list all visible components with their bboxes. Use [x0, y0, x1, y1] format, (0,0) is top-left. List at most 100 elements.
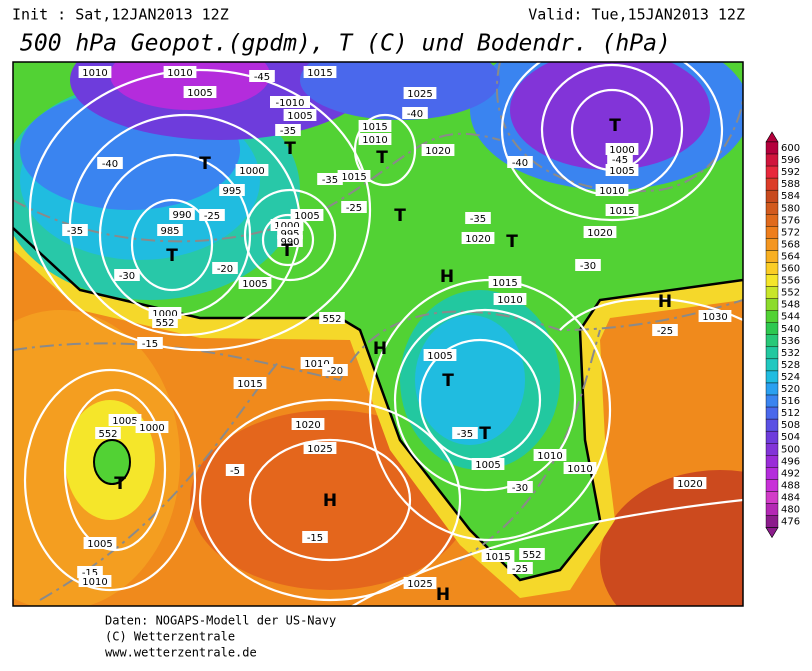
- label-box: [290, 209, 324, 221]
- pressure-center: H: [436, 585, 450, 605]
- label-box: [652, 324, 678, 336]
- isobar: [130, 198, 214, 292]
- colorbar-label: 576: [781, 215, 800, 226]
- colorbar-label: 516: [781, 396, 800, 407]
- contour-label: -35: [457, 429, 473, 440]
- label-box: [199, 209, 225, 221]
- label-box: [291, 418, 325, 430]
- label-box: [421, 144, 455, 156]
- colorbar-label: 580: [781, 203, 800, 214]
- colorbar-cell: [765, 153, 779, 167]
- contour-label: 1010: [599, 186, 624, 197]
- colorbar-cell: [765, 165, 779, 179]
- pressure-center: T: [609, 116, 621, 136]
- contour-label: 552: [98, 429, 117, 440]
- isobar: [261, 213, 315, 267]
- colorbar-label: 512: [781, 408, 800, 419]
- contour-label: 990: [280, 237, 299, 248]
- contour-label: 1015: [341, 172, 366, 183]
- pressure-center: T: [394, 206, 406, 226]
- colorbar-cell: [765, 226, 779, 239]
- label-box: [163, 66, 197, 78]
- contour-label: -40: [512, 158, 528, 169]
- colorbar-cell: [765, 358, 779, 372]
- colorbar-label: 588: [781, 179, 800, 190]
- label-box: [605, 164, 639, 176]
- label-box: [575, 259, 601, 271]
- contour-label: 1010: [82, 577, 107, 588]
- contour-label: -25: [657, 326, 673, 337]
- label-box: [605, 143, 639, 155]
- label-box: [461, 232, 495, 244]
- colorbar-label: 484: [781, 492, 800, 503]
- contour-label: 985: [160, 226, 179, 237]
- colorbar-cell: [765, 382, 779, 396]
- contour-label: 1020: [587, 228, 612, 239]
- label-box: [452, 427, 478, 439]
- contour-label: 1005: [294, 211, 319, 222]
- contour-label: 1015: [485, 552, 510, 563]
- label-box: [605, 204, 639, 216]
- label-box: [471, 458, 505, 470]
- colorbar-label: 488: [781, 480, 800, 491]
- contour-label: -30: [119, 271, 135, 282]
- colorbar-cell: [765, 141, 779, 155]
- colorbar: 6005965925885845805765725685645605565525…: [765, 131, 800, 539]
- colorbar-label: 540: [781, 324, 800, 335]
- contour-label: -20: [217, 264, 233, 275]
- contour-label: 1000: [609, 145, 634, 156]
- contour-label: -30: [512, 483, 528, 494]
- colorbar-label: 532: [781, 348, 800, 359]
- isotherm: [13, 299, 743, 382]
- colorbar-cell: [765, 346, 779, 360]
- contour-label: 1025: [407, 89, 432, 100]
- pressure-center: T: [506, 232, 518, 252]
- colorbar-label: 536: [781, 336, 800, 347]
- isobar: [243, 188, 337, 282]
- label-box: [108, 414, 142, 426]
- colorbar-end: [765, 131, 779, 143]
- contour-label: 995: [280, 229, 299, 240]
- label-box: [270, 96, 310, 108]
- label-box: [563, 462, 597, 474]
- label-box: [465, 212, 491, 224]
- valid-time: Valid: Tue,15JAN2013 12Z: [528, 6, 745, 24]
- contour-label: -25: [204, 211, 220, 222]
- contour-label: -15: [82, 568, 98, 579]
- pressure-center: H: [323, 491, 337, 511]
- label-box: [507, 562, 533, 574]
- contour-label: 1005: [87, 539, 112, 550]
- colorbar-label: 544: [781, 312, 800, 323]
- colorbar-cell: [765, 515, 779, 528]
- label-box: [97, 157, 123, 169]
- label-box: [183, 86, 217, 98]
- label-box: [358, 133, 392, 145]
- label-box: [583, 226, 617, 238]
- colorbar-cell: [765, 177, 779, 191]
- colorbar-cell: [765, 286, 779, 299]
- label-box: [337, 170, 371, 182]
- label-box: [403, 87, 437, 99]
- colorbar-cell: [765, 406, 779, 420]
- colorbar-cell: [765, 262, 779, 275]
- isobar: [28, 68, 372, 352]
- label-box: [275, 124, 301, 136]
- contour-label: 1000: [274, 221, 299, 232]
- pressure-center: T: [166, 246, 178, 266]
- contour-label: 1005: [112, 416, 137, 427]
- contour-label: 1025: [307, 444, 332, 455]
- contour-label: 552: [322, 314, 341, 325]
- label-box: [698, 310, 732, 322]
- init-time: Init : Sat,12JAN2013 12Z: [12, 6, 229, 24]
- label-box: [249, 70, 275, 82]
- contour-label: 990: [172, 210, 191, 221]
- eye-552: [93, 439, 131, 485]
- contour-label: -40: [102, 159, 118, 170]
- pressure-center: H: [440, 267, 454, 287]
- map-title: 500 hPa Geopot.(gpdm), T (C) und Bodendr…: [20, 31, 671, 57]
- label-box: [157, 224, 183, 236]
- label-box: [507, 156, 533, 168]
- isobar: [198, 398, 462, 602]
- label-box: [303, 66, 337, 78]
